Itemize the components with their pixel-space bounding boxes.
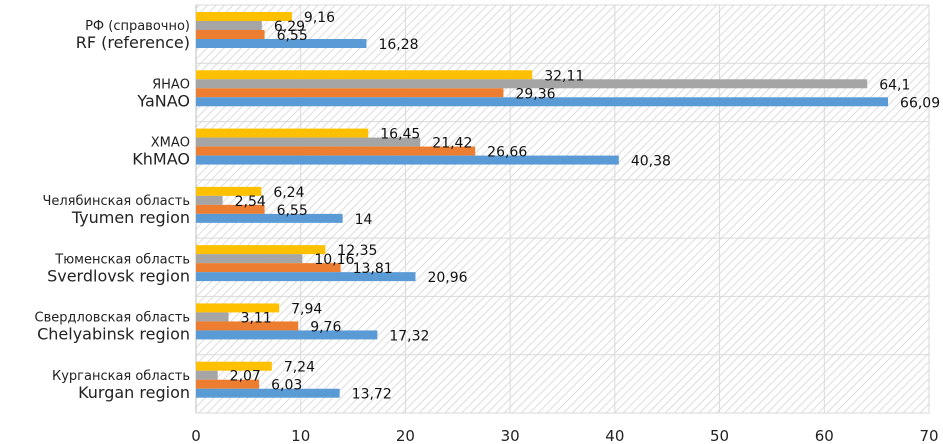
data-label: 21,42 [432,136,472,152]
x-tick-label: 30 [501,427,520,444]
data-label: 6,29 [274,19,305,35]
category-label-ru: ЯНАО [152,77,190,92]
category-label-en: Tyumen region [71,208,190,227]
bar-series-gray [196,195,223,205]
bar-series-blue [196,330,378,340]
category-label-en: Sverdlovsk region [47,266,190,285]
data-label: 7,24 [284,360,315,376]
bar-series-yellow [196,128,369,138]
value-axis: 0 10 20 30 40 50 60 70 [191,427,938,444]
gridlines [195,5,930,413]
data-label: 13,81 [353,261,393,277]
x-tick-label: 20 [396,427,415,444]
bars [196,12,889,398]
bar-series-yellow [196,70,533,80]
x-tick-label: 60 [815,427,834,444]
data-label: 6,55 [277,28,308,44]
bar-series-blue [196,155,619,165]
bar-series-blue [196,272,416,282]
data-label: 6,03 [271,378,302,394]
data-label: 3,11 [241,310,272,326]
bar-series-yellow [196,186,262,196]
category-label-ru: РФ (справочно) [85,19,190,34]
data-label: 66,09 [900,95,940,111]
bar-series-gray [196,137,421,147]
data-label: 14 [355,212,373,228]
bar-series-orange [196,263,341,273]
bar-series-blue [196,39,367,48]
data-label: 2,54 [235,194,266,210]
category-label-ru: Тюменская область [54,252,190,267]
data-label: 16,45 [380,127,420,143]
category-label-ru: ХМАО [151,136,190,151]
data-label: 16,28 [378,37,418,53]
data-label: 13,72 [352,387,392,403]
data-label: 20,96 [427,270,467,286]
bar-series-blue [196,213,343,223]
data-label: 12,35 [337,243,377,259]
category-label-en: KhMAO [132,150,190,169]
bar-series-yellow [196,245,326,255]
data-label: 64,1 [879,77,910,93]
data-label: 29,36 [515,86,555,102]
data-label: 2,07 [230,369,261,385]
bar-series-gray [196,312,229,322]
bar-series-gray [196,254,303,264]
bar-series-blue [196,97,889,107]
category-label-en: Chelyabinsk region [37,325,190,344]
bar-series-orange [196,88,504,98]
data-label: 6,55 [277,203,308,219]
category-label-ru: Курганская область [52,369,190,384]
data-label: 7,94 [291,301,322,317]
x-tick-label: 70 [919,427,938,444]
bar-series-orange [196,379,260,389]
bar-series-yellow [196,361,272,371]
bar-series-gray [196,21,262,30]
category-label-ru: Свердловская область [35,311,190,326]
category-label-en: RF (reference) [76,33,190,52]
bar-series-orange [196,30,265,39]
bar-series-orange [196,321,299,331]
bar-series-yellow [196,303,280,313]
data-labels: 9,166,296,5516,2832,1164,129,3666,0916,4… [230,10,940,403]
category-label-en: YaNAO [136,91,190,110]
x-tick-label: 10 [291,427,310,444]
x-tick-label: 40 [605,427,624,444]
bar-series-gray [196,370,218,380]
data-label: 10,16 [314,252,354,268]
data-label: 9,76 [310,319,341,335]
data-label: 17,32 [389,328,429,344]
bar-series-orange [196,204,265,214]
data-label: 32,11 [544,68,584,84]
data-label: 6,24 [273,185,304,201]
bar-series-yellow [196,12,292,21]
category-label-en: Kurgan region [78,383,190,402]
x-tick-label: 50 [710,427,729,444]
data-label: 26,66 [487,145,527,161]
bar-series-gray [196,79,868,89]
bar-series-blue [196,388,340,398]
x-tick-label: 0 [191,427,201,444]
data-label: 9,16 [304,10,335,26]
category-label-ru: Челябинская область [42,194,190,209]
bar-series-orange [196,146,476,156]
data-label: 40,38 [631,154,671,170]
